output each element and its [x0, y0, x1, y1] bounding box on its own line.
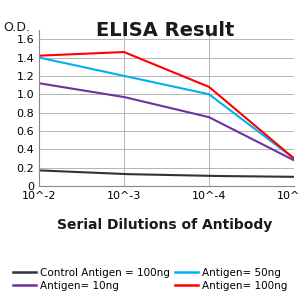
Antigen= 50ng	[189, 88, 193, 92]
Antigen= 10ng	[268, 146, 272, 150]
Antigen= 50ng	[38, 56, 42, 59]
Antigen= 50ng	[292, 157, 296, 160]
Antigen= 100ng	[190, 78, 194, 82]
Control Antigen = 100ng	[193, 174, 197, 177]
Legend: Control Antigen = 100ng, Antigen= 10ng, Antigen= 50ng, Antigen= 100ng: Control Antigen = 100ng, Antigen= 10ng, …	[8, 263, 292, 295]
Antigen= 50ng	[268, 139, 272, 142]
Control Antigen = 100ng	[38, 169, 42, 172]
Text: ELISA Result: ELISA Result	[96, 21, 234, 40]
Control Antigen = 100ng	[252, 175, 256, 178]
Antigen= 10ng	[188, 111, 192, 115]
Antigen= 100ng	[122, 50, 125, 54]
Antigen= 50ng	[252, 126, 256, 130]
Antigen= 50ng	[193, 89, 197, 93]
Control Antigen = 100ng	[189, 174, 193, 177]
Antigen= 100ng	[189, 78, 193, 81]
Text: O.D.: O.D.	[3, 21, 30, 34]
Control Antigen = 100ng	[292, 175, 296, 178]
Antigen= 10ng	[252, 138, 256, 142]
Control Antigen = 100ng	[268, 175, 272, 178]
Antigen= 50ng	[188, 88, 192, 92]
Line: Antigen= 100ng: Antigen= 100ng	[39, 52, 294, 158]
Antigen= 10ng	[193, 112, 197, 116]
Text: Serial Dilutions of Antibody: Serial Dilutions of Antibody	[57, 218, 273, 232]
Antigen= 100ng	[269, 137, 273, 141]
Antigen= 10ng	[189, 111, 193, 115]
Antigen= 10ng	[292, 158, 296, 162]
Antigen= 100ng	[194, 80, 198, 83]
Control Antigen = 100ng	[37, 169, 41, 172]
Antigen= 100ng	[292, 157, 296, 160]
Antigen= 10ng	[37, 81, 41, 85]
Antigen= 10ng	[38, 82, 42, 85]
Antigen= 100ng	[37, 54, 41, 58]
Line: Control Antigen = 100ng: Control Antigen = 100ng	[39, 170, 294, 177]
Antigen= 100ng	[253, 124, 256, 127]
Antigen= 100ng	[38, 54, 42, 58]
Line: Antigen= 50ng: Antigen= 50ng	[39, 58, 294, 158]
Line: Antigen= 10ng: Antigen= 10ng	[39, 83, 294, 160]
Antigen= 50ng	[37, 56, 41, 59]
Control Antigen = 100ng	[188, 174, 192, 177]
